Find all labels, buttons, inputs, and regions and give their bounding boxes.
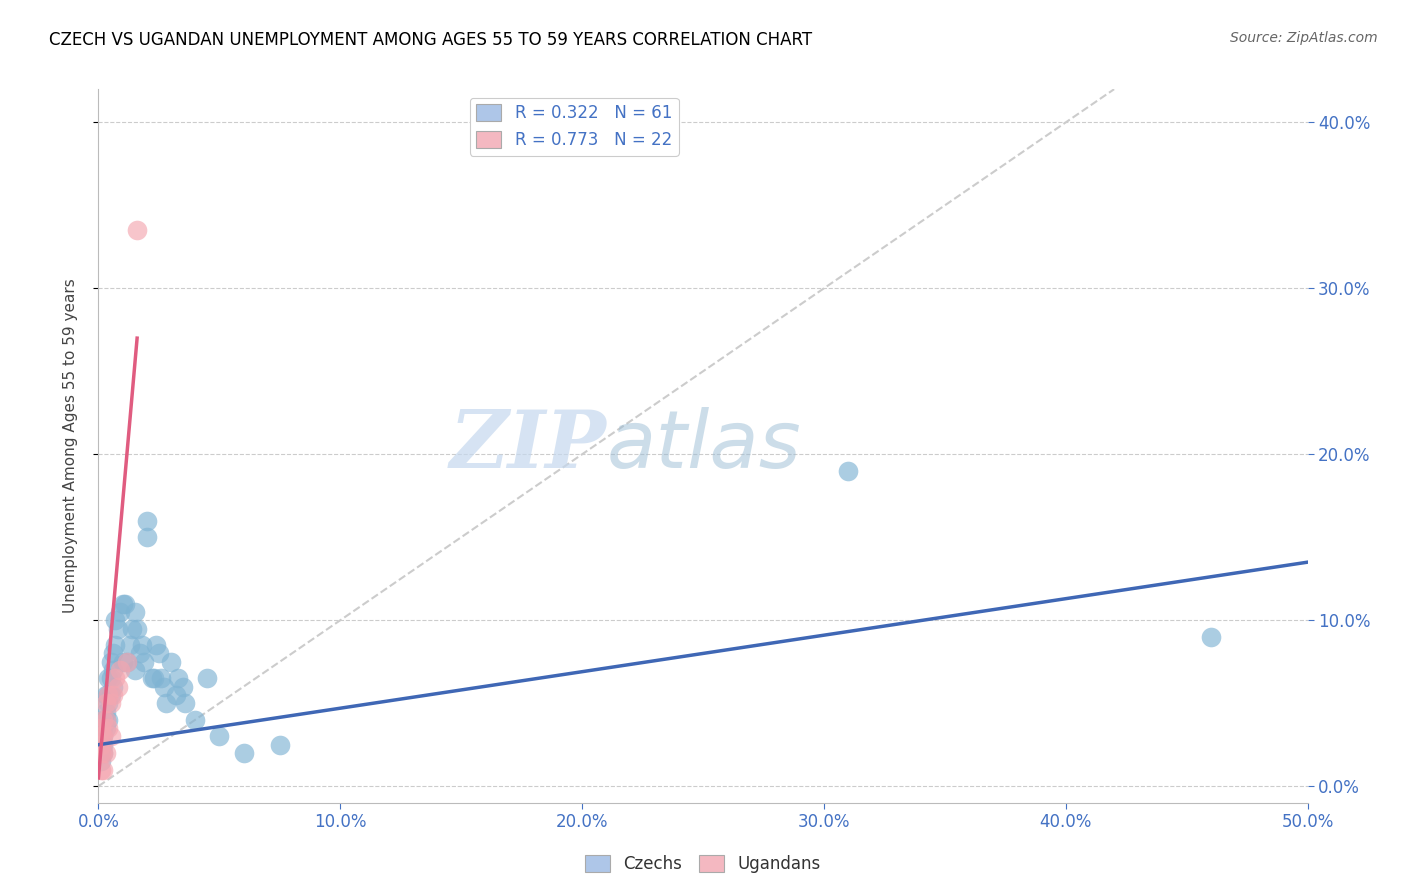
- Point: [121, 622, 143, 636]
- Point: [108, 663, 131, 677]
- Point: [91, 763, 114, 777]
- Point: [94, 696, 117, 710]
- Point: [97, 688, 120, 702]
- Point: [148, 647, 170, 661]
- Point: [152, 680, 174, 694]
- Point: [94, 713, 117, 727]
- Point: [141, 671, 163, 685]
- Point: [91, 730, 114, 744]
- Point: [107, 622, 129, 636]
- Point: [94, 713, 117, 727]
- Point: [124, 605, 146, 619]
- Point: [90, 746, 112, 760]
- Legend: Czechs, Ugandans: Czechs, Ugandans: [579, 848, 827, 880]
- Point: [90, 721, 112, 735]
- Text: CZECH VS UGANDAN UNEMPLOYMENT AMONG AGES 55 TO 59 YEARS CORRELATION CHART: CZECH VS UGANDAN UNEMPLOYMENT AMONG AGES…: [49, 31, 813, 49]
- Point: [108, 605, 131, 619]
- Point: [118, 638, 141, 652]
- Point: [184, 713, 207, 727]
- Point: [101, 663, 124, 677]
- Y-axis label: Unemployment Among Ages 55 to 59 years: Unemployment Among Ages 55 to 59 years: [63, 278, 77, 614]
- Point: [114, 597, 136, 611]
- Point: [104, 613, 127, 627]
- Point: [165, 688, 187, 702]
- Point: [94, 746, 117, 760]
- Point: [145, 638, 167, 652]
- Point: [232, 746, 254, 760]
- Point: [94, 705, 117, 719]
- Point: [131, 638, 153, 652]
- Point: [104, 638, 127, 652]
- Point: [124, 663, 146, 677]
- Point: [94, 721, 117, 735]
- Point: [91, 738, 114, 752]
- Point: [101, 688, 124, 702]
- Point: [167, 671, 190, 685]
- Point: [150, 671, 173, 685]
- Point: [90, 763, 112, 777]
- Point: [117, 655, 139, 669]
- Point: [91, 713, 114, 727]
- Point: [135, 514, 157, 528]
- Point: [100, 655, 122, 669]
- Point: [127, 223, 149, 237]
- Point: [101, 647, 124, 661]
- Point: [91, 730, 114, 744]
- Point: [94, 688, 117, 702]
- Point: [100, 671, 122, 685]
- Text: ZIP: ZIP: [450, 408, 606, 484]
- Point: [1199, 630, 1222, 644]
- Point: [128, 647, 150, 661]
- Point: [91, 721, 114, 735]
- Point: [104, 671, 127, 685]
- Point: [174, 696, 197, 710]
- Point: [100, 688, 122, 702]
- Point: [269, 738, 291, 752]
- Point: [91, 746, 114, 760]
- Point: [90, 730, 112, 744]
- Point: [100, 730, 122, 744]
- Point: [127, 622, 149, 636]
- Point: [97, 696, 120, 710]
- Point: [155, 696, 177, 710]
- Point: [97, 713, 120, 727]
- Point: [837, 464, 859, 478]
- Text: Source: ZipAtlas.com: Source: ZipAtlas.com: [1230, 31, 1378, 45]
- Point: [135, 530, 157, 544]
- Point: [100, 696, 122, 710]
- Point: [90, 721, 112, 735]
- Point: [97, 721, 120, 735]
- Point: [90, 738, 112, 752]
- Point: [111, 655, 134, 669]
- Point: [90, 730, 112, 744]
- Point: [90, 738, 112, 752]
- Point: [160, 655, 183, 669]
- Point: [90, 746, 112, 760]
- Point: [101, 680, 124, 694]
- Point: [111, 597, 134, 611]
- Point: [172, 680, 194, 694]
- Text: atlas: atlas: [606, 407, 801, 485]
- Point: [91, 713, 114, 727]
- Point: [107, 680, 129, 694]
- Point: [134, 655, 156, 669]
- Point: [143, 671, 166, 685]
- Point: [208, 730, 231, 744]
- Point: [195, 671, 218, 685]
- Point: [90, 754, 112, 768]
- Point: [97, 671, 120, 685]
- Point: [91, 746, 114, 760]
- Point: [97, 688, 120, 702]
- Point: [117, 655, 139, 669]
